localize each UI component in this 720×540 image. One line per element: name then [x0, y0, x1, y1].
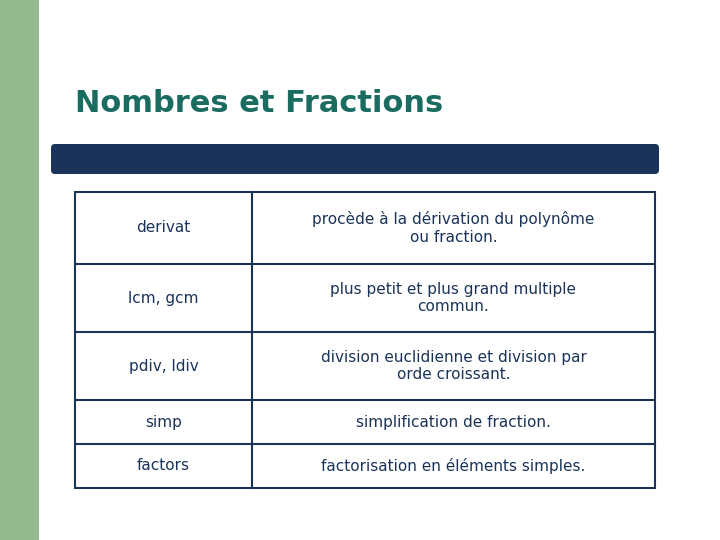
Text: Nombres et Fractions: Nombres et Fractions	[75, 89, 444, 118]
Text: division euclidienne et division par
orde croissant.: division euclidienne et division par ord…	[320, 350, 586, 382]
Text: lcm, gcm: lcm, gcm	[128, 291, 199, 306]
Text: factorisation en éléments simples.: factorisation en éléments simples.	[321, 458, 585, 474]
Text: simplification de fraction.: simplification de fraction.	[356, 415, 551, 429]
Text: simp: simp	[145, 415, 182, 429]
FancyBboxPatch shape	[0, 0, 127, 127]
Text: derivat: derivat	[136, 220, 191, 235]
FancyBboxPatch shape	[39, 0, 720, 540]
Text: procède à la dérivation du polynôme
ou fraction.: procède à la dérivation du polynôme ou f…	[312, 211, 595, 245]
Bar	[75, 192, 655, 488]
FancyBboxPatch shape	[51, 144, 659, 174]
Bar	[0, 0, 55, 540]
Text: plus petit et plus grand multiple
commun.: plus petit et plus grand multiple commun…	[330, 282, 577, 314]
Text: factors: factors	[137, 458, 190, 474]
Text: pdiv, ldiv: pdiv, ldiv	[129, 359, 198, 374]
